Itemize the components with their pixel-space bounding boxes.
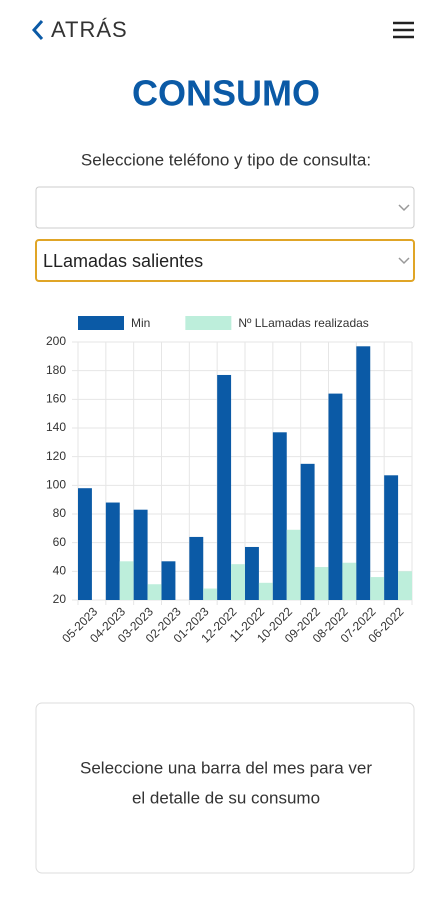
page-title: CONSUMO <box>132 73 320 114</box>
y-tick-label: 40 <box>53 564 67 578</box>
y-tick-label: 180 <box>46 363 66 377</box>
bar <box>272 432 287 600</box>
bar <box>258 582 273 600</box>
chevron <box>398 204 410 212</box>
y-tick-label: 120 <box>46 449 66 463</box>
bar <box>328 393 343 600</box>
bar <box>314 567 329 600</box>
bar <box>342 562 357 600</box>
y-tick-label: 100 <box>46 478 66 492</box>
bar <box>217 374 232 600</box>
bar <box>147 584 162 600</box>
phone-select[interactable] <box>35 186 415 229</box>
info-box <box>35 702 415 874</box>
type-select-value: LLamadas salientes <box>43 251 203 271</box>
bar <box>119 561 134 600</box>
info-text: Seleccione una barra del mes para ver <box>80 758 372 777</box>
legend-label: Nº LLamadas realizadas <box>238 316 368 330</box>
info-text: el detalle de su consumo <box>132 788 320 807</box>
bar <box>245 546 259 600</box>
y-tick-label: 20 <box>53 592 67 606</box>
y-tick-label: 200 <box>46 334 66 348</box>
bar <box>203 588 218 600</box>
bar <box>370 577 385 600</box>
bar <box>384 475 399 600</box>
bar <box>78 488 92 600</box>
y-tick-label: 60 <box>53 535 67 549</box>
y-tick-label: 160 <box>46 392 66 406</box>
type-select[interactable] <box>35 239 415 282</box>
bar <box>189 536 204 600</box>
bar <box>300 463 315 600</box>
bar <box>356 346 371 600</box>
back-button[interactable]: ATRÁS <box>51 17 128 42</box>
bar <box>105 502 120 600</box>
bar <box>231 564 245 600</box>
back-arrow[interactable] <box>31 20 44 40</box>
y-tick-label: 140 <box>46 420 66 434</box>
chevron <box>398 257 410 265</box>
bar <box>133 509 148 600</box>
y-tick-label: 80 <box>53 506 67 520</box>
bar <box>286 529 301 600</box>
menu-icon[interactable] <box>393 21 414 39</box>
prompt: Seleccione teléfono y tipo de consulta: <box>81 150 371 169</box>
legend-label: Min <box>131 316 150 330</box>
bar <box>398 571 412 600</box>
legend-swatch <box>78 316 124 330</box>
legend-swatch <box>185 316 232 330</box>
bar <box>161 561 176 600</box>
